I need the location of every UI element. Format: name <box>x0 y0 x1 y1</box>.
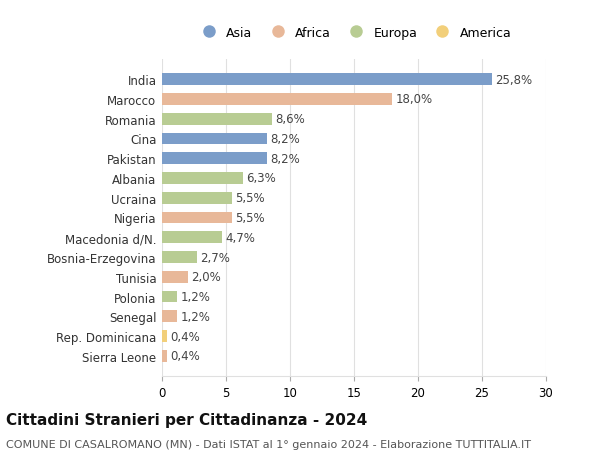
Text: 25,8%: 25,8% <box>496 73 533 86</box>
Bar <box>162 330 167 342</box>
Text: 2,7%: 2,7% <box>200 251 230 264</box>
Text: 0,4%: 0,4% <box>170 350 200 363</box>
Legend: Asia, Africa, Europa, America: Asia, Africa, Europa, America <box>191 22 517 45</box>
Text: 4,7%: 4,7% <box>226 231 255 244</box>
Text: 8,2%: 8,2% <box>270 133 300 146</box>
Bar <box>162 192 232 204</box>
Bar <box>162 113 272 125</box>
Text: 6,3%: 6,3% <box>246 172 275 185</box>
Text: 1,2%: 1,2% <box>181 291 211 303</box>
Bar <box>162 291 178 303</box>
Text: Cittadini Stranieri per Cittadinanza - 2024: Cittadini Stranieri per Cittadinanza - 2… <box>6 413 367 428</box>
Bar <box>162 212 232 224</box>
Bar <box>162 252 197 263</box>
Text: 18,0%: 18,0% <box>395 93 433 106</box>
Bar <box>162 271 188 283</box>
Bar <box>162 94 392 106</box>
Text: 1,2%: 1,2% <box>181 310 211 323</box>
Bar <box>162 74 492 86</box>
Bar <box>162 133 267 145</box>
Text: COMUNE DI CASALROMANO (MN) - Dati ISTAT al 1° gennaio 2024 - Elaborazione TUTTIT: COMUNE DI CASALROMANO (MN) - Dati ISTAT … <box>6 440 531 449</box>
Text: 8,2%: 8,2% <box>270 152 300 165</box>
Bar <box>162 153 267 165</box>
Bar <box>162 232 222 244</box>
Text: 2,0%: 2,0% <box>191 271 221 284</box>
Text: 0,4%: 0,4% <box>170 330 200 343</box>
Bar <box>162 350 167 362</box>
Bar <box>162 311 178 323</box>
Text: 5,5%: 5,5% <box>236 192 265 205</box>
Bar <box>162 173 242 185</box>
Text: 8,6%: 8,6% <box>275 113 305 126</box>
Text: 5,5%: 5,5% <box>236 212 265 224</box>
